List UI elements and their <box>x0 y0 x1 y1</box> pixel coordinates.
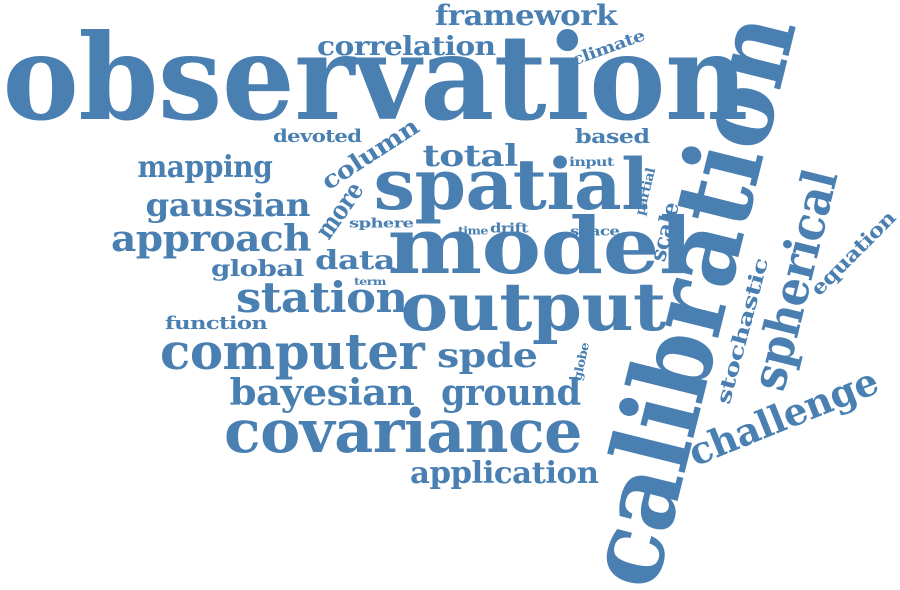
word-globe: globe <box>570 341 592 383</box>
word-station: station <box>236 273 408 322</box>
word-devoted: devoted <box>273 126 362 147</box>
word-global: global <box>211 256 304 282</box>
word-data: data <box>315 246 396 276</box>
word-input: input <box>569 155 614 169</box>
word-mapping: mapping <box>137 150 273 185</box>
word-application: application <box>410 456 599 491</box>
word-term: term <box>354 277 386 288</box>
word-spatial: spatial <box>373 143 650 226</box>
word-drift: drift <box>490 221 529 237</box>
word-computer: computer <box>160 322 425 381</box>
word-correlation: correlation <box>317 32 496 62</box>
word-framework: framework <box>435 0 617 32</box>
word-model: model <box>387 201 693 292</box>
word-total: total <box>422 139 519 174</box>
word-bayesian: bayesian <box>229 372 415 414</box>
word-sphere: sphere <box>349 216 414 232</box>
word-space: space <box>570 224 620 240</box>
word-observation: observation <box>2 8 749 147</box>
word-more: more <box>309 176 371 245</box>
word-gaussian: gaussian <box>145 186 311 224</box>
word-output: output <box>400 268 667 346</box>
word-based: based <box>575 124 650 148</box>
word-function: function <box>165 313 268 334</box>
word-ground: ground <box>441 372 581 414</box>
word-covariance: covariance <box>223 397 582 467</box>
word-approach: approach <box>111 218 312 260</box>
word-time: time <box>458 224 488 238</box>
word-spde: spde <box>437 336 538 376</box>
